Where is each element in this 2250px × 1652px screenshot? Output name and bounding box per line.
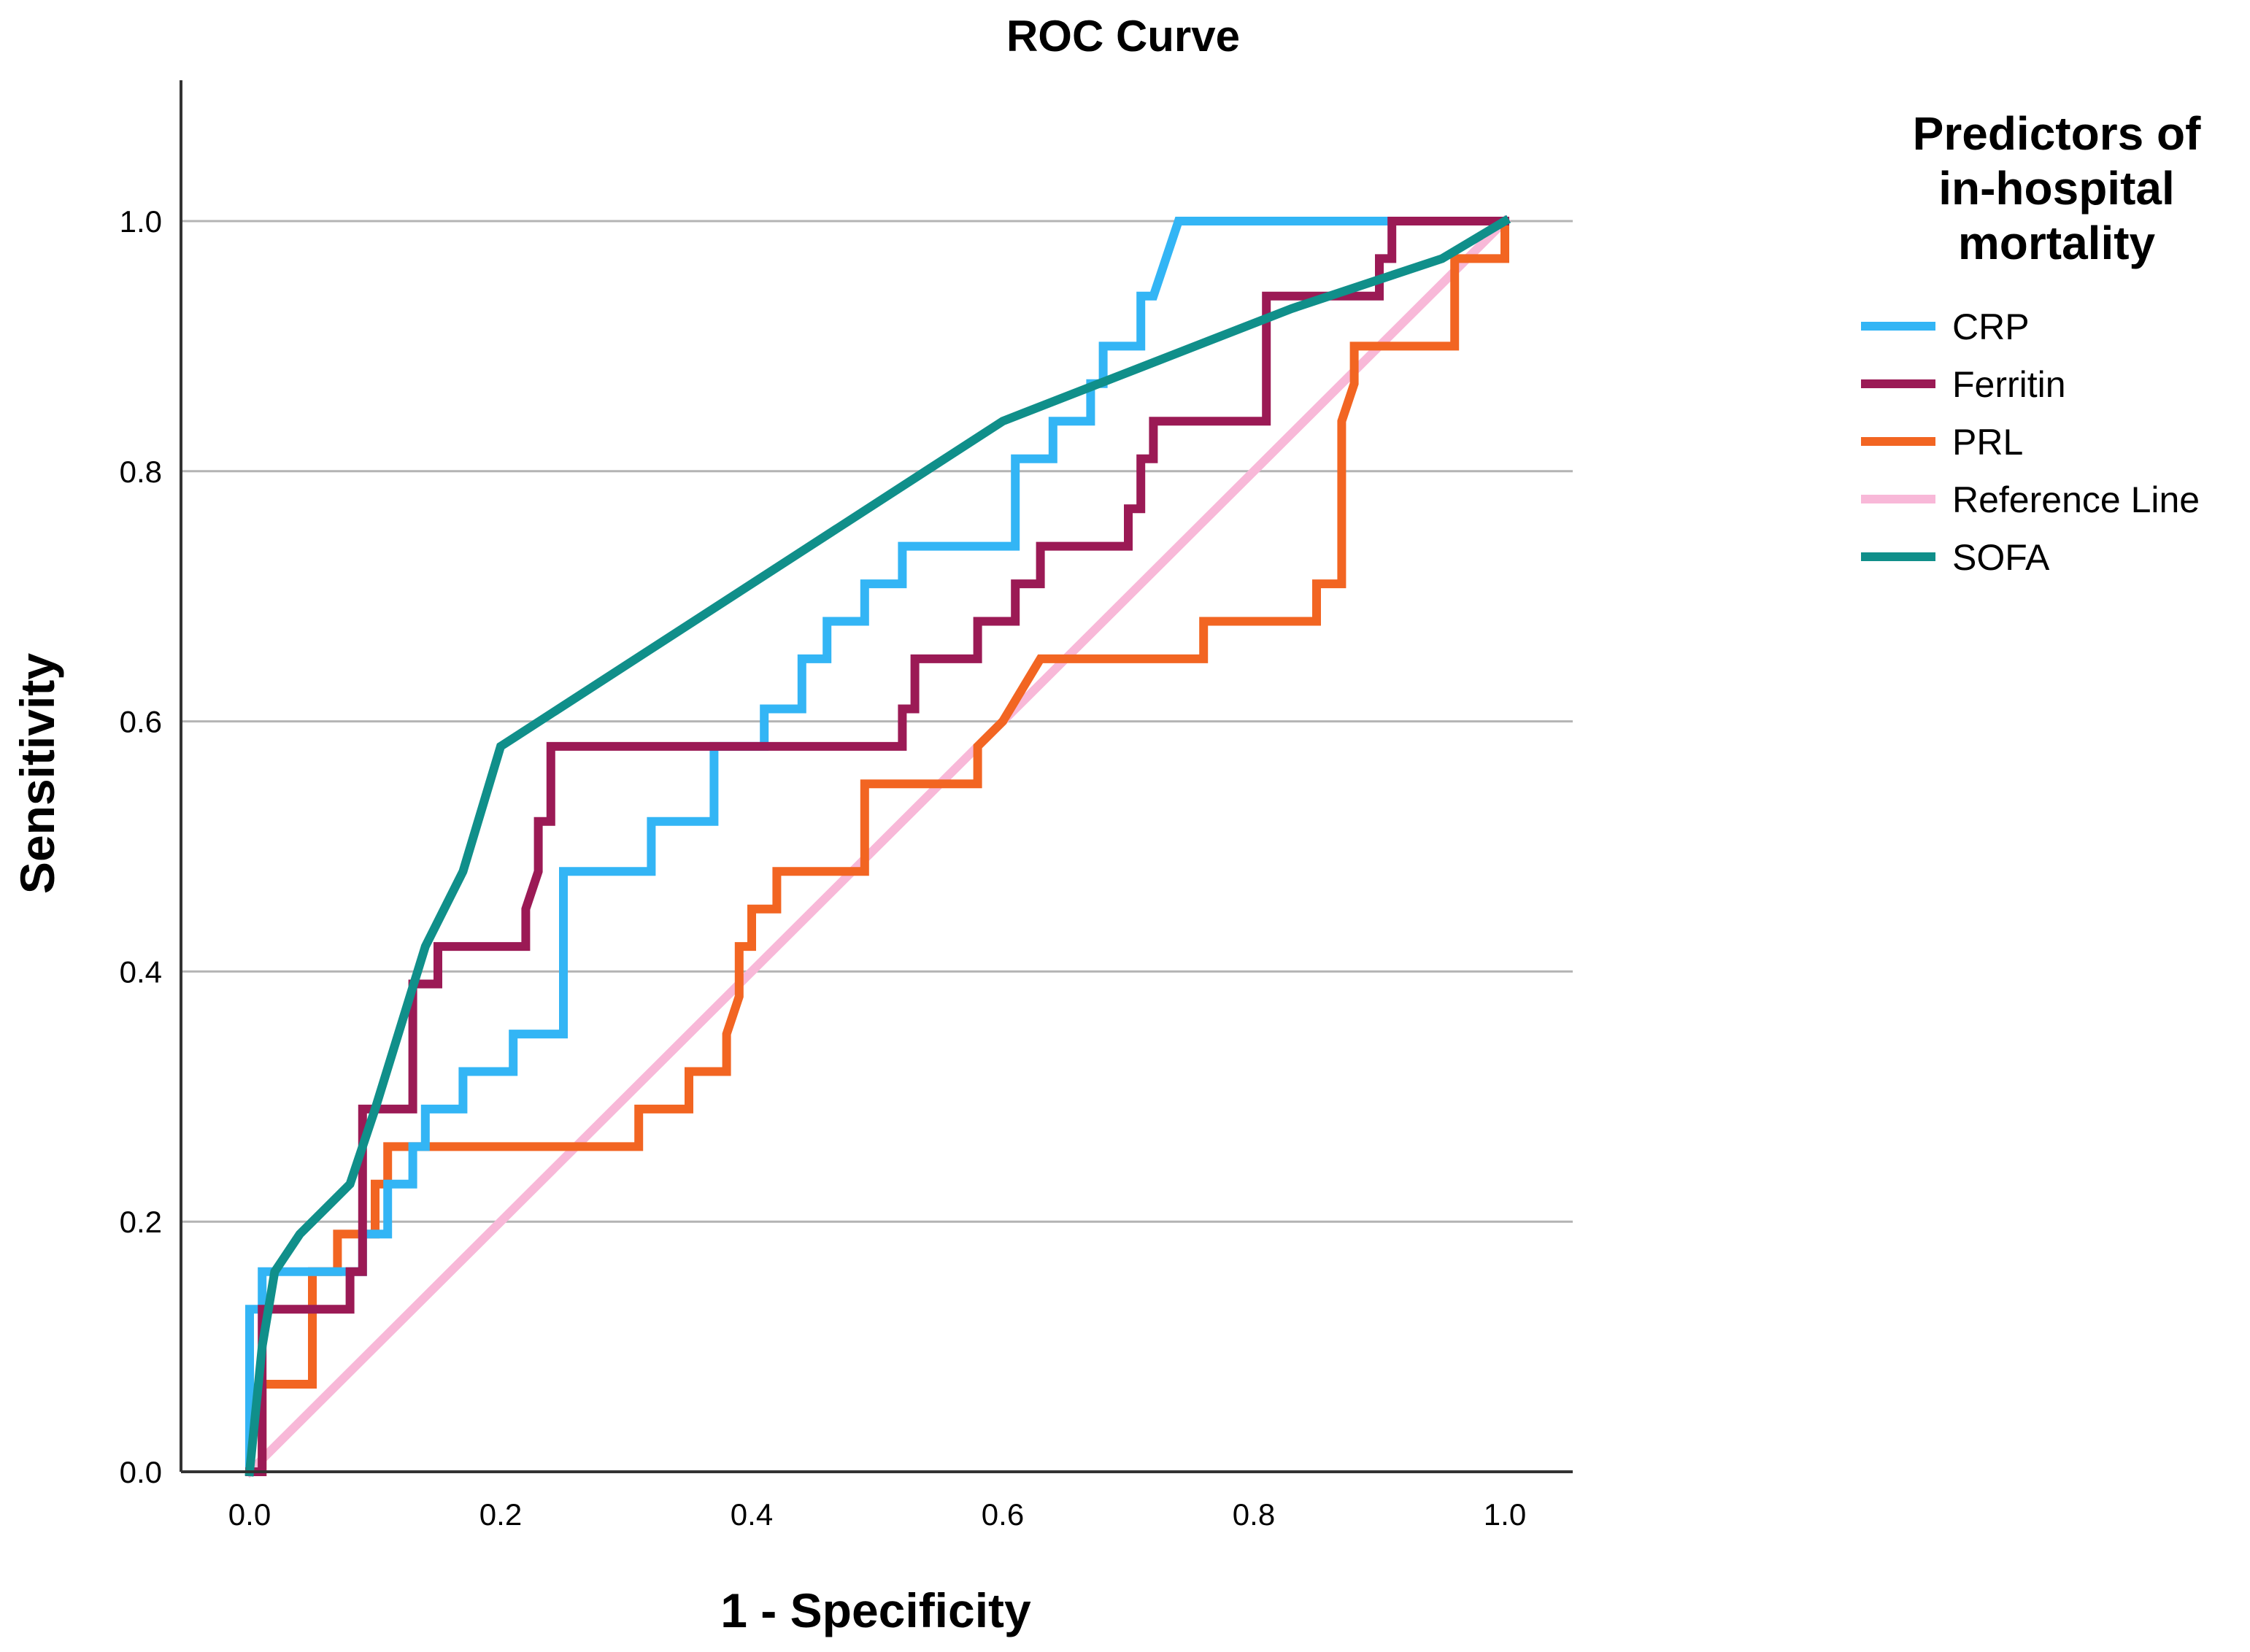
legend-items: CRP Ferritin PRL Reference Line SOFA	[1861, 306, 2200, 578]
y-tick-label: 0.8	[120, 455, 162, 489]
series-line-reference-line	[243, 215, 1511, 1478]
y-tick-label: 0.4	[120, 954, 162, 989]
y-axis-label: Sensitivity	[10, 653, 64, 894]
x-axis-label: 1 - Specificity	[720, 1583, 1031, 1637]
x-tick-label: 0.0	[228, 1497, 271, 1532]
x-ticks: 0.0 0.2 0.4 0.6 0.8 1.0	[228, 1497, 1526, 1532]
legend-label-ferritin: Ferritin	[1952, 364, 2066, 405]
y-tick-label: 0.2	[120, 1205, 162, 1239]
legend-label-reference-line: Reference Line	[1952, 479, 2200, 520]
y-tick-label: 0.0	[120, 1455, 162, 1489]
legend-title-line-1: Predictors of	[1913, 107, 2201, 160]
legend-label-prl: PRL	[1952, 422, 2023, 463]
series-line-ferritin	[245, 217, 1509, 1476]
chart-title: ROC Curve	[1006, 12, 1240, 61]
legend-label-crp: CRP	[1952, 306, 2030, 347]
legend: Predictors of in-hospital mortality CRP F…	[1861, 107, 2201, 578]
series-group	[243, 215, 1511, 1478]
y-ticks: 0.0 0.2 0.4 0.6 0.8 1.0	[120, 204, 162, 1489]
x-tick-label: 0.4	[731, 1497, 773, 1532]
legend-label-sofa: SOFA	[1952, 537, 2050, 578]
x-tick-label: 0.2	[479, 1497, 522, 1532]
x-tick-label: 0.6	[982, 1497, 1024, 1532]
x-tick-label: 1.0	[1484, 1497, 1526, 1532]
y-tick-label: 0.6	[120, 705, 162, 739]
x-tick-label: 0.8	[1233, 1497, 1275, 1532]
series-line-sofa	[244, 215, 1511, 1477]
legend-title-line-3: mortality	[1958, 217, 2156, 269]
y-tick-label: 1.0	[120, 204, 162, 239]
legend-title-line-2: in-hospital	[1938, 162, 2175, 215]
